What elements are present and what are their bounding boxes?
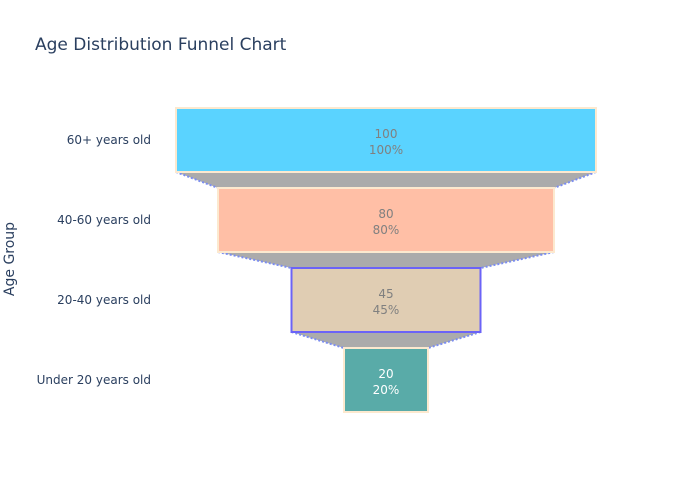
funnel-value-label: 80 (378, 207, 393, 221)
y-tick-label: 20-40 years old (57, 293, 151, 307)
funnel-connector-edge-left (217, 251, 292, 269)
funnel-connector-edge-right (427, 331, 481, 349)
funnel-connector-edge-right (480, 251, 555, 269)
y-tick-label: 40-60 years old (57, 213, 151, 227)
funnel-connector (176, 172, 596, 188)
y-tick-label: 60+ years old (67, 133, 151, 147)
funnel-connector (218, 252, 554, 268)
y-axis-ticks: 60+ years old 40-60 years old 20-40 years … (37, 133, 151, 387)
funnel-percent-label: 45% (373, 303, 400, 317)
y-axis-label: Age Group (2, 222, 18, 296)
funnel-percent-label: 80% (373, 223, 400, 237)
funnel-bar[interactable] (217, 187, 555, 253)
chart-title: Age Distribution Funnel Chart (35, 35, 287, 55)
funnel-value-label: 20 (378, 367, 393, 381)
funnel-bar[interactable] (343, 347, 429, 413)
funnel-bars: 100 100% 80 80% 45 45% 20 20% (175, 107, 597, 413)
funnel-connector-edge-left (291, 331, 345, 349)
y-tick-label: Under 20 years old (37, 373, 151, 387)
funnel-bar[interactable] (290, 267, 482, 333)
funnel-value-label: 45 (378, 287, 393, 301)
funnel-percent-label: 100% (369, 143, 403, 157)
funnel-connector-edge-right (553, 171, 597, 189)
funnel-percent-label: 20% (373, 383, 400, 397)
funnel-connector-edge-left (175, 171, 219, 189)
funnel-value-label: 100 (375, 127, 398, 141)
funnel-connector (291, 332, 481, 348)
funnel-connectors (175, 171, 597, 349)
funnel-bar[interactable] (175, 107, 597, 173)
